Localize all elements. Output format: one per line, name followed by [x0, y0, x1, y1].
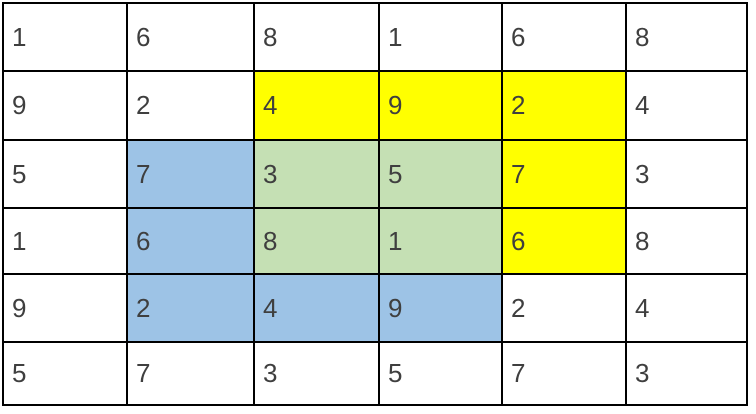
grid-cell-r5c3[interactable]: 4 — [253, 273, 380, 343]
grid-cell-r5c2[interactable]: 2 — [126, 273, 255, 343]
grid-cell-r5c5[interactable]: 2 — [501, 273, 627, 343]
grid-cell-r5c6[interactable]: 4 — [625, 273, 748, 343]
grid-cell-r3c2[interactable]: 7 — [126, 139, 255, 209]
grid-cell-r3c6[interactable]: 3 — [625, 139, 748, 209]
grid-cell-r2c1[interactable]: 9 — [2, 70, 128, 141]
grid-cell-r3c4[interactable]: 5 — [378, 139, 503, 209]
grid-cell-r4c1[interactable]: 1 — [2, 207, 128, 275]
grid-cell-r3c3[interactable]: 3 — [253, 139, 380, 209]
grid-cell-r6c4[interactable]: 5 — [378, 341, 503, 406]
grid-cell-r4c4[interactable]: 1 — [378, 207, 503, 275]
grid-cell-r6c2[interactable]: 7 — [126, 341, 255, 406]
grid-cell-r2c6[interactable]: 4 — [625, 70, 748, 141]
grid-cell-r2c3[interactable]: 4 — [253, 70, 380, 141]
grid-cell-r4c3[interactable]: 8 — [253, 207, 380, 275]
grid-cell-r3c5[interactable]: 7 — [501, 139, 627, 209]
grid-cell-r1c1[interactable]: 1 — [2, 2, 128, 72]
grid-cell-r4c6[interactable]: 8 — [625, 207, 748, 275]
grid-cell-r4c5[interactable]: 6 — [501, 207, 627, 275]
grid-cell-r6c1[interactable]: 5 — [2, 341, 128, 406]
grid-cell-r2c2[interactable]: 2 — [126, 70, 255, 141]
grid-cell-r5c4[interactable]: 9 — [378, 273, 503, 343]
grid-cell-r5c1[interactable]: 9 — [2, 273, 128, 343]
grid-cell-r4c2[interactable]: 6 — [126, 207, 255, 275]
grid-cell-r6c3[interactable]: 3 — [253, 341, 380, 406]
grid-cell-r1c6[interactable]: 8 — [625, 2, 748, 72]
grid-cell-r2c4[interactable]: 9 — [378, 70, 503, 141]
grid-cell-r1c2[interactable]: 6 — [126, 2, 255, 72]
grid-cell-r6c5[interactable]: 7 — [501, 341, 627, 406]
grid-cell-r1c5[interactable]: 6 — [501, 2, 627, 72]
grid-cell-r2c5[interactable]: 2 — [501, 70, 627, 141]
grid-cell-r1c3[interactable]: 8 — [253, 2, 380, 72]
grid-cell-r6c6[interactable]: 3 — [625, 341, 748, 406]
grid-cell-r3c1[interactable]: 5 — [2, 139, 128, 209]
grid-cell-r1c4[interactable]: 1 — [378, 2, 503, 72]
